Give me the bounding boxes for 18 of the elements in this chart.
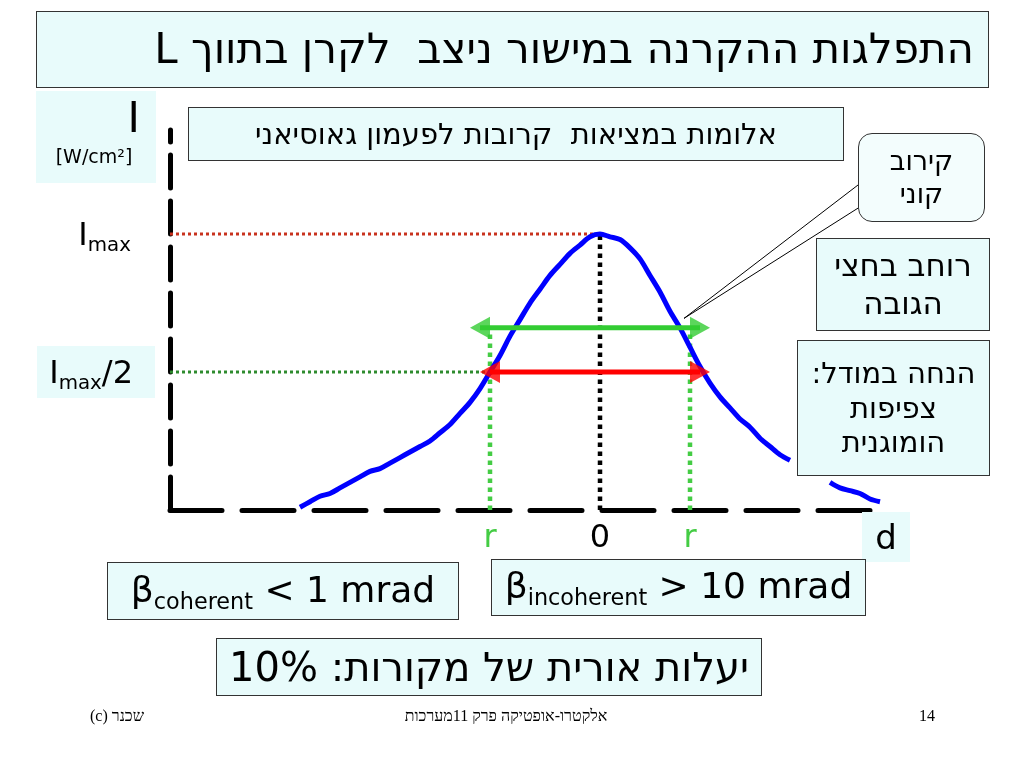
- text: קירוב קוני: [888, 145, 955, 210]
- text: 14: [919, 707, 935, 724]
- x-axis-title: d: [862, 512, 910, 562]
- y-axis-title: I [W/cm²]: [54, 93, 141, 169]
- ref-line-label: I$_{max}$/2: [49, 353, 133, 394]
- text: אלומות במציאות קרובות לפעמון גאוסיאני: [255, 116, 777, 152]
- chart-title: התפלגות ההקרנה במישור ניצב לקרן בתווך L: [154, 24, 974, 75]
- text: יעלות אורית של מקורות: 10%: [229, 643, 749, 691]
- x-tick-label: 0: [589, 517, 611, 555]
- text: β$_{incoherent}$ > 10 mrad: [504, 564, 853, 611]
- text: β$_{coherent}$ < 1 mrad: [130, 567, 436, 615]
- ref-line-label: I$_{max}$: [78, 215, 131, 256]
- text: שכנר (c): [90, 707, 144, 724]
- x-tick-label: r: [683, 517, 698, 555]
- text: אלקטרו-אופטיקה פרק 11מערכות: [404, 707, 608, 724]
- x-tick-label: r: [483, 517, 498, 555]
- annotation: הנחה במודל: צפיפות הומוגנית: [810, 355, 977, 461]
- annotation: רוחב בחצי הגובה: [833, 247, 973, 322]
